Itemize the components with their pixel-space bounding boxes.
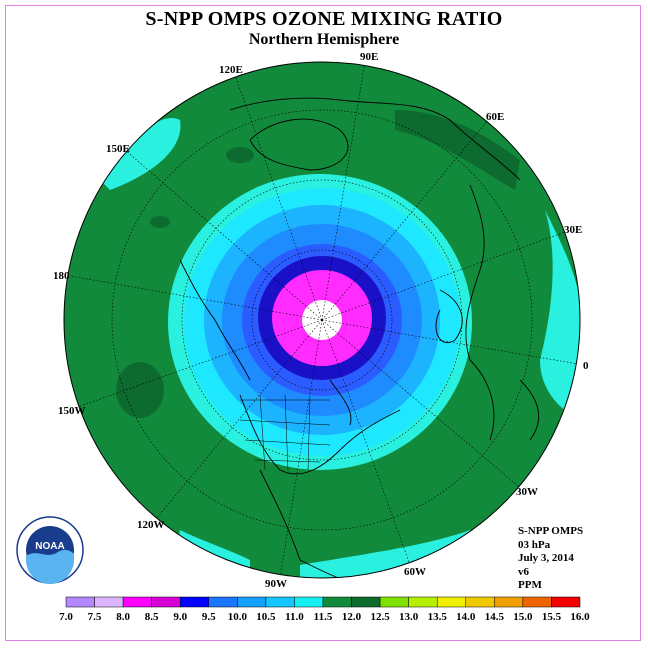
colorbar-swatch bbox=[122, 596, 152, 608]
colorbar-swatch bbox=[65, 596, 95, 608]
colorbar-tick-label: 15.5 bbox=[542, 611, 562, 623]
lon-label: 90W bbox=[265, 578, 287, 590]
colorbar-tick-label: 9.5 bbox=[202, 611, 216, 623]
colorbar-tick-label: 11.5 bbox=[314, 611, 333, 623]
map-subtitle: Northern Hemisphere bbox=[248, 31, 400, 48]
colorbar-tick-label: 9.0 bbox=[173, 611, 187, 623]
lon-label: 180 bbox=[53, 270, 70, 282]
colorbar-tick-label: 13.0 bbox=[399, 611, 419, 623]
colorbar-swatch bbox=[265, 596, 295, 608]
lon-label: 30E bbox=[564, 224, 582, 236]
colorbar-tick-label: 10.0 bbox=[228, 611, 248, 623]
dark-green-patch bbox=[395, 110, 520, 190]
lon-label: 90E bbox=[360, 51, 378, 63]
colorbar-tick-label: 8.5 bbox=[145, 611, 159, 623]
us-states bbox=[239, 394, 331, 471]
info-units: PPM bbox=[518, 579, 542, 591]
lon-label: 0 bbox=[583, 360, 589, 372]
map-disk bbox=[64, 62, 580, 578]
colorbar-tick-label: 7.0 bbox=[59, 611, 73, 623]
dark-green-patch bbox=[150, 216, 170, 228]
lon-label: 150E bbox=[106, 143, 130, 155]
lon-label: 60W bbox=[404, 566, 426, 578]
lon-label: 120E bbox=[219, 64, 243, 76]
lon-label: 150W bbox=[58, 405, 86, 417]
lon-label: 120W bbox=[137, 519, 165, 531]
colorbar-swatch bbox=[294, 596, 324, 608]
dark-green-patch bbox=[116, 362, 164, 418]
colorbar-swatch bbox=[237, 596, 267, 608]
graticule bbox=[69, 62, 579, 578]
info-date: July 3, 2014 bbox=[518, 552, 574, 564]
colorbar-swatch bbox=[551, 596, 581, 608]
coastlines bbox=[179, 97, 540, 578]
colorbar-swatch bbox=[465, 596, 495, 608]
colorbar-swatch bbox=[522, 596, 552, 608]
colorbar-tick-label: 7.5 bbox=[88, 611, 102, 623]
info-version: v6 bbox=[518, 565, 529, 578]
colorbar-swatch bbox=[379, 596, 409, 608]
colorbar-swatch bbox=[436, 596, 467, 608]
dark-green-patch bbox=[226, 147, 254, 163]
lon-label: 30W bbox=[516, 486, 538, 498]
colorbar-swatch bbox=[322, 596, 352, 608]
colorbar-swatch bbox=[179, 596, 210, 608]
figure-frame bbox=[5, 5, 641, 641]
colorbar: 7.0 7.5 8.0 8.5 9.0 9.5 10.0 10.5 11.0 11.5 12.0 12… bbox=[59, 596, 590, 623]
aqua-edge-patch bbox=[100, 118, 181, 190]
colorbar-swatch bbox=[351, 596, 381, 608]
colorbar-swatch bbox=[208, 596, 238, 608]
longitude-labels: 90E 60E 30E 0 30W 60W 90W 120W 150W 180 … bbox=[53, 51, 589, 590]
colorbar-tick-label: 16.0 bbox=[570, 611, 590, 623]
colorbar-swatch bbox=[494, 596, 524, 608]
colorbar-swatch bbox=[408, 596, 438, 608]
colorbar-tick-label: 15.0 bbox=[513, 611, 533, 623]
colorbar-tick-label: 11.0 bbox=[285, 611, 304, 623]
noaa-logo: NOAA bbox=[16, 516, 84, 584]
logo-text: NOAA bbox=[35, 541, 64, 552]
map-boundary bbox=[63, 61, 581, 579]
colorbar-tick-label: 13.5 bbox=[428, 611, 448, 623]
colorbar-tick-label: 14.5 bbox=[485, 611, 505, 623]
colorbar-tick-label: 14.0 bbox=[456, 611, 476, 623]
lon-label: 60E bbox=[486, 111, 504, 123]
info-instrument: S-NPP OMPS bbox=[518, 525, 584, 537]
colorbar-tick-label: 10.5 bbox=[256, 611, 276, 623]
colorbar-tick-label: 8.0 bbox=[116, 611, 130, 623]
colorbar-swatch bbox=[94, 596, 124, 608]
logo-wave bbox=[26, 549, 74, 584]
colorbar-tick-label: 12.0 bbox=[342, 611, 362, 623]
info-level: 03 hPa bbox=[518, 538, 551, 551]
colorbar-tick-label: 12.5 bbox=[370, 611, 390, 623]
map-title: S-NPP OMPS OZONE MIXING RATIO bbox=[145, 8, 503, 30]
aqua-edge-patch bbox=[540, 210, 580, 420]
colorbar-swatch bbox=[151, 596, 181, 608]
info-block: S-NPP OMPS 03 hPa July 3, 2014 v6 PPM bbox=[518, 525, 583, 593]
